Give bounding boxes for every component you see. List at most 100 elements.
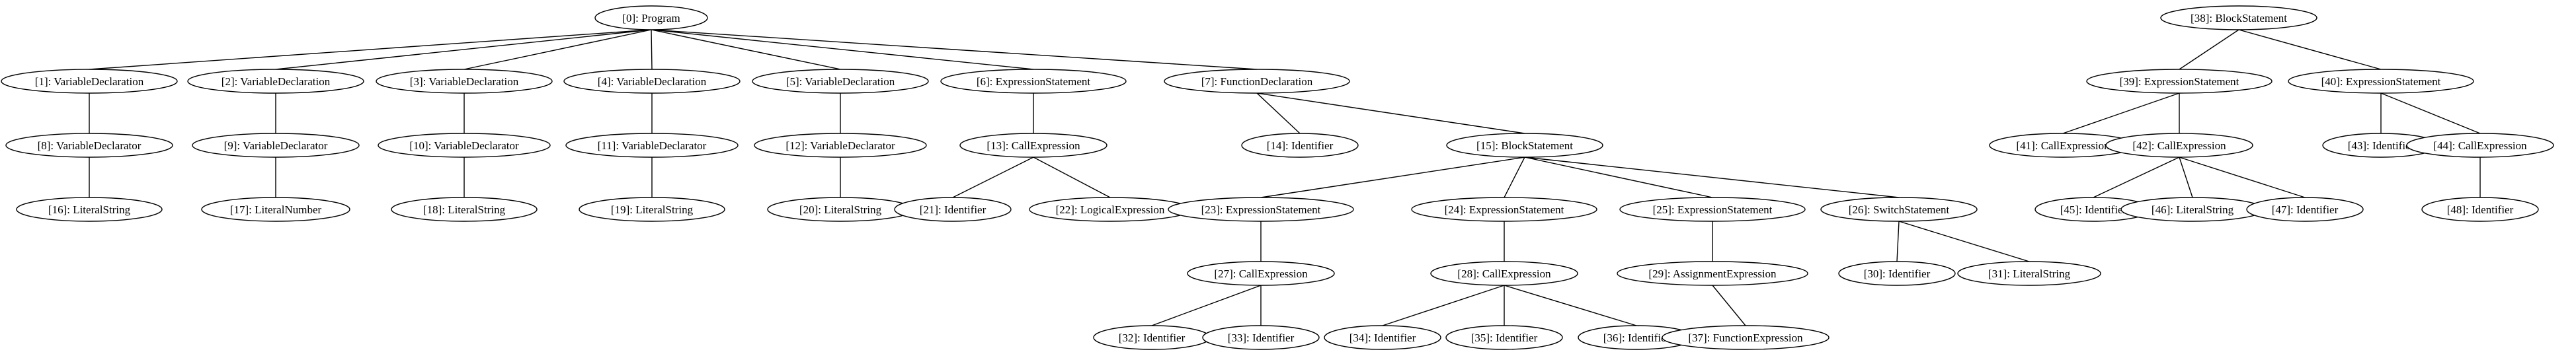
node-ellipse: [1446, 133, 1603, 158]
node-label: [11]: VariableDeclarator: [598, 139, 707, 152]
node-label: [8]: VariableDeclarator: [38, 139, 141, 152]
node-ellipse: [1241, 133, 1359, 158]
node-2: [2]: VariableDeclaration: [187, 69, 364, 94]
node-ellipse: [376, 69, 553, 94]
node-label: [2]: VariableDeclaration: [221, 75, 331, 88]
node-4: [4]: VariableDeclaration: [563, 69, 741, 94]
node-label: [9]: VariableDeclarator: [224, 139, 328, 152]
node-6: [6]: ExpressionStatement: [940, 69, 1127, 94]
node-41: [41]: CallExpression: [1989, 133, 2137, 158]
node-label: [14]: Identifier: [1267, 139, 1334, 152]
node-18: [18]: LiteralString: [391, 197, 538, 222]
edge-42-45: [2093, 157, 2180, 198]
node-15: [15]: BlockStatement: [1446, 133, 1603, 158]
edges-layer: [89, 29, 2481, 326]
node-9: [9]: VariableDeclarator: [192, 133, 360, 158]
node-ellipse: [192, 133, 360, 158]
node-label: [10]: VariableDeclarator: [409, 139, 519, 152]
edge-13-21: [952, 157, 1034, 198]
node-ellipse: [2421, 197, 2539, 222]
node-44: [44]: CallExpression: [2406, 133, 2554, 158]
node-48: [48]: Identifier: [2421, 197, 2539, 222]
node-3: [3]: VariableDeclaration: [376, 69, 553, 94]
node-37: [37]: FunctionExpression: [1662, 325, 1830, 350]
node-label: [34]: Identifier: [1349, 332, 1416, 344]
node-label: [42]: CallExpression: [2132, 139, 2226, 152]
node-label: [17]: LiteralNumber: [230, 203, 322, 216]
node-label: [13]: CallExpression: [986, 139, 1080, 152]
node-label: [41]: CallExpression: [2016, 139, 2110, 152]
node-label: [36]: Identifier: [1603, 332, 1670, 344]
node-label: [29]: AssignmentExpression: [1648, 267, 1777, 280]
node-label: [26]: SwitchStatement: [1849, 203, 1950, 216]
node-label: [25]: ExpressionStatement: [1653, 203, 1773, 216]
node-label: [23]: ExpressionStatement: [1201, 203, 1321, 216]
node-ellipse: [1662, 325, 1830, 350]
edge-28-34: [1382, 285, 1505, 326]
node-12: [12]: VariableDeclarator: [754, 133, 927, 158]
edge-15-23: [1260, 157, 1525, 198]
node-11: [11]: VariableDeclarator: [565, 133, 739, 158]
node-21: [21]: Identifier: [894, 197, 1012, 222]
node-35: [35]: Identifier: [1445, 325, 1563, 350]
edge-0-7: [651, 29, 1258, 70]
node-ellipse: [2406, 133, 2554, 158]
node-28: [28]: CallExpression: [1430, 261, 1578, 286]
node-label: [20]: LiteralString: [799, 203, 882, 216]
edge-15-24: [1504, 157, 1525, 198]
node-20: [20]: LiteralString: [767, 197, 914, 222]
node-label: [45]: Identifier: [2060, 203, 2127, 216]
edge-7-14: [1256, 92, 1301, 134]
node-ellipse: [1619, 197, 1806, 222]
node-label: [18]: LiteralString: [423, 203, 506, 216]
node-23: [23]: ExpressionStatement: [1168, 197, 1354, 222]
node-42: [42]: CallExpression: [2105, 133, 2253, 158]
node-label: [7]: FunctionDeclaration: [1201, 75, 1313, 88]
node-label: [32]: Identifier: [1119, 332, 1186, 344]
edge-0-6: [651, 29, 1034, 70]
node-40: [40]: ExpressionStatement: [2288, 69, 2474, 94]
node-25: [25]: ExpressionStatement: [1619, 197, 1806, 222]
node-label: [43]: Identifier: [2348, 139, 2415, 152]
node-10: [10]: VariableDeclarator: [378, 133, 551, 158]
node-ellipse: [1957, 261, 2101, 286]
node-ellipse: [391, 197, 538, 222]
node-16: [16]: LiteralString: [16, 197, 163, 222]
node-ellipse: [2086, 69, 2273, 94]
edge-28-36: [1504, 285, 1637, 326]
node-31: [31]: LiteralString: [1957, 261, 2101, 286]
node-32: [32]: Identifier: [1093, 325, 1211, 350]
edge-42-47: [2179, 157, 2306, 198]
node-label: [5]: VariableDeclaration: [786, 75, 895, 88]
edge-0-3: [463, 29, 652, 70]
edge-39-41: [2062, 92, 2180, 134]
node-14: [14]: Identifier: [1241, 133, 1359, 158]
node-label: [44]: CallExpression: [2433, 139, 2527, 152]
node-30: [30]: Identifier: [1838, 261, 1956, 286]
node-ellipse: [378, 133, 551, 158]
node-45: [45]: Identifier: [2034, 197, 2152, 222]
node-ellipse: [594, 5, 708, 30]
edge-0-1: [89, 29, 652, 70]
node-ellipse: [563, 69, 741, 94]
node-label: [21]: Identifier: [920, 203, 986, 216]
node-ellipse: [201, 197, 350, 222]
node-label: [47]: Identifier: [2272, 203, 2339, 216]
node-label: [48]: Identifier: [2447, 203, 2514, 216]
node-label: [1]: VariableDeclaration: [35, 75, 144, 88]
node-26: [26]: SwitchStatement: [1820, 197, 1978, 222]
node-ellipse: [1168, 197, 1354, 222]
node-label: [22]: LogicalExpression: [1056, 203, 1165, 216]
node-19: [19]: LiteralString: [579, 197, 725, 222]
edge-26-30: [1896, 221, 1900, 262]
edge-0-5: [651, 29, 841, 70]
node-label: [28]: CallExpression: [1457, 267, 1551, 280]
node-ellipse: [5, 133, 173, 158]
node-label: [46]: LiteralString: [2152, 203, 2234, 216]
node-13: [13]: CallExpression: [959, 133, 1107, 158]
node-label: [4]: VariableDeclaration: [598, 75, 707, 88]
node-34: [34]: Identifier: [1324, 325, 1441, 350]
node-17: [17]: LiteralNumber: [201, 197, 350, 222]
node-ellipse: [1838, 261, 1956, 286]
